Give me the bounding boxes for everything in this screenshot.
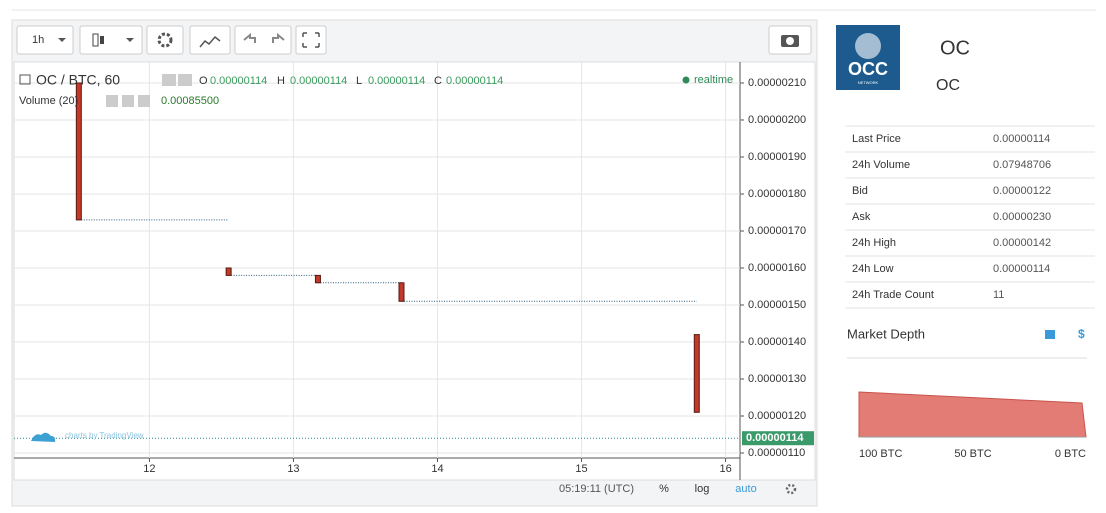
percent-toggle[interactable]: % [659,483,669,495]
y-tick-label: 0.00000120 [748,410,806,422]
y-tick-label: 0.00000160 [748,262,806,274]
volume-value: 0.00085500 [161,95,219,107]
depth-label: 0 BTC [1055,448,1086,460]
y-tick-label: 0.00000200 [748,114,806,126]
y-tick-label: 0.00000150 [748,299,806,311]
x-tick-label: 16 [719,463,731,475]
x-tick-label: 14 [431,463,443,475]
icon [302,32,320,48]
icon [178,74,192,86]
depth-label: 50 BTC [954,448,991,460]
row-label: Bid [852,185,868,197]
x-tick-label: 12 [143,463,155,475]
icon [272,32,285,43]
indicators-button[interactable] [189,25,231,55]
clock: 05:19:11 (UTC) [559,483,634,495]
icon [58,38,66,42]
depth-area [858,391,1087,438]
auto-toggle[interactable]: auto [735,483,756,495]
y-tick-label: 0.00000170 [748,225,806,237]
candle-body [314,274,321,284]
log-toggle[interactable]: log [695,483,710,495]
y-tick-label: 0.00000130 [748,373,806,385]
icon [786,37,794,45]
depth-label: 100 BTC [859,448,902,460]
candle-body [225,267,232,276]
row-value: 0.00000114 [993,133,1050,145]
x-tick-label: 13 [287,463,299,475]
market-title: OC [940,37,970,59]
status: realtime [694,74,733,86]
depth-title: Market Depth [847,326,925,341]
low-label: L [356,75,362,87]
interval: 1h [32,34,44,46]
row-value: 11 [993,289,1004,301]
row-label: Ask [852,211,871,223]
logo-sub: NETWORK [858,80,879,85]
high-value: 0.00000114 [290,75,347,87]
x-tick-label: 15 [575,463,587,475]
symbol: OC / BTC, 60 [36,72,120,88]
icon [199,35,221,48]
settings-button[interactable] [146,25,184,55]
high-label: H [277,75,285,87]
row-label: 24h High [852,237,896,249]
stats-table: Last Price 0.00000114 24h Volume 0.07948706… [845,125,1095,309]
row-label: Last Price [852,133,901,145]
row-label: 24h Volume [852,159,910,171]
close-label: C [434,75,442,87]
row-label: 24h Trade Count [852,289,934,301]
interval-button[interactable] [16,25,74,55]
status-dot [682,76,690,84]
y-tick-label: 0.00000180 [748,188,806,200]
settings-icon[interactable] [785,483,797,495]
icon [106,95,118,107]
last-price-tag [742,431,814,446]
row-value: 0.07948706 [993,159,1051,171]
watermark: charts by TradingView [65,431,144,440]
last-price-label: 0.00000114 [746,432,804,444]
open-label: O [199,75,208,87]
icon [157,32,173,48]
low-value: 0.00000114 [368,75,425,87]
candle-body [398,282,405,302]
y-tick-label: 0.00000110 [748,447,805,459]
y-tick-label: 0.00000140 [748,336,806,348]
row-value: 0.00000122 [993,185,1051,197]
grid: 0.00000210 0.00000200 0.00000190 0.00000180… [14,62,814,475]
depth-currency-icon[interactable]: $ [1078,327,1085,341]
row-value: 0.00000142 [993,237,1051,249]
plot-area [13,61,816,481]
market-subtitle: OC [936,77,960,94]
icon [100,36,104,44]
row-value: 0.00000230 [993,211,1051,223]
icon [19,74,31,85]
icon [162,74,176,86]
icon [122,95,134,107]
volume-label: Volume (20) [19,95,78,107]
icon [138,95,150,107]
depth-list-icon[interactable] [1045,330,1055,339]
icon [126,38,134,42]
y-tick-label: 0.00000210 [748,77,806,89]
logo-globe [855,33,881,59]
fullscreen-button[interactable] [295,25,327,55]
y-tick-label: 0.00000190 [748,151,806,163]
row-label: 24h Low [852,263,894,275]
candle-body [693,334,700,413]
open-value: 0.00000114 [210,75,267,87]
candles [75,82,700,413]
icon [92,33,99,47]
watermark-logo [31,432,56,442]
candle-body [75,82,82,221]
close-value: 0.00000114 [446,75,503,87]
chart-type-button[interactable] [79,25,143,55]
row-value: 0.00000114 [993,263,1050,275]
logo-text: OCC [848,59,888,79]
